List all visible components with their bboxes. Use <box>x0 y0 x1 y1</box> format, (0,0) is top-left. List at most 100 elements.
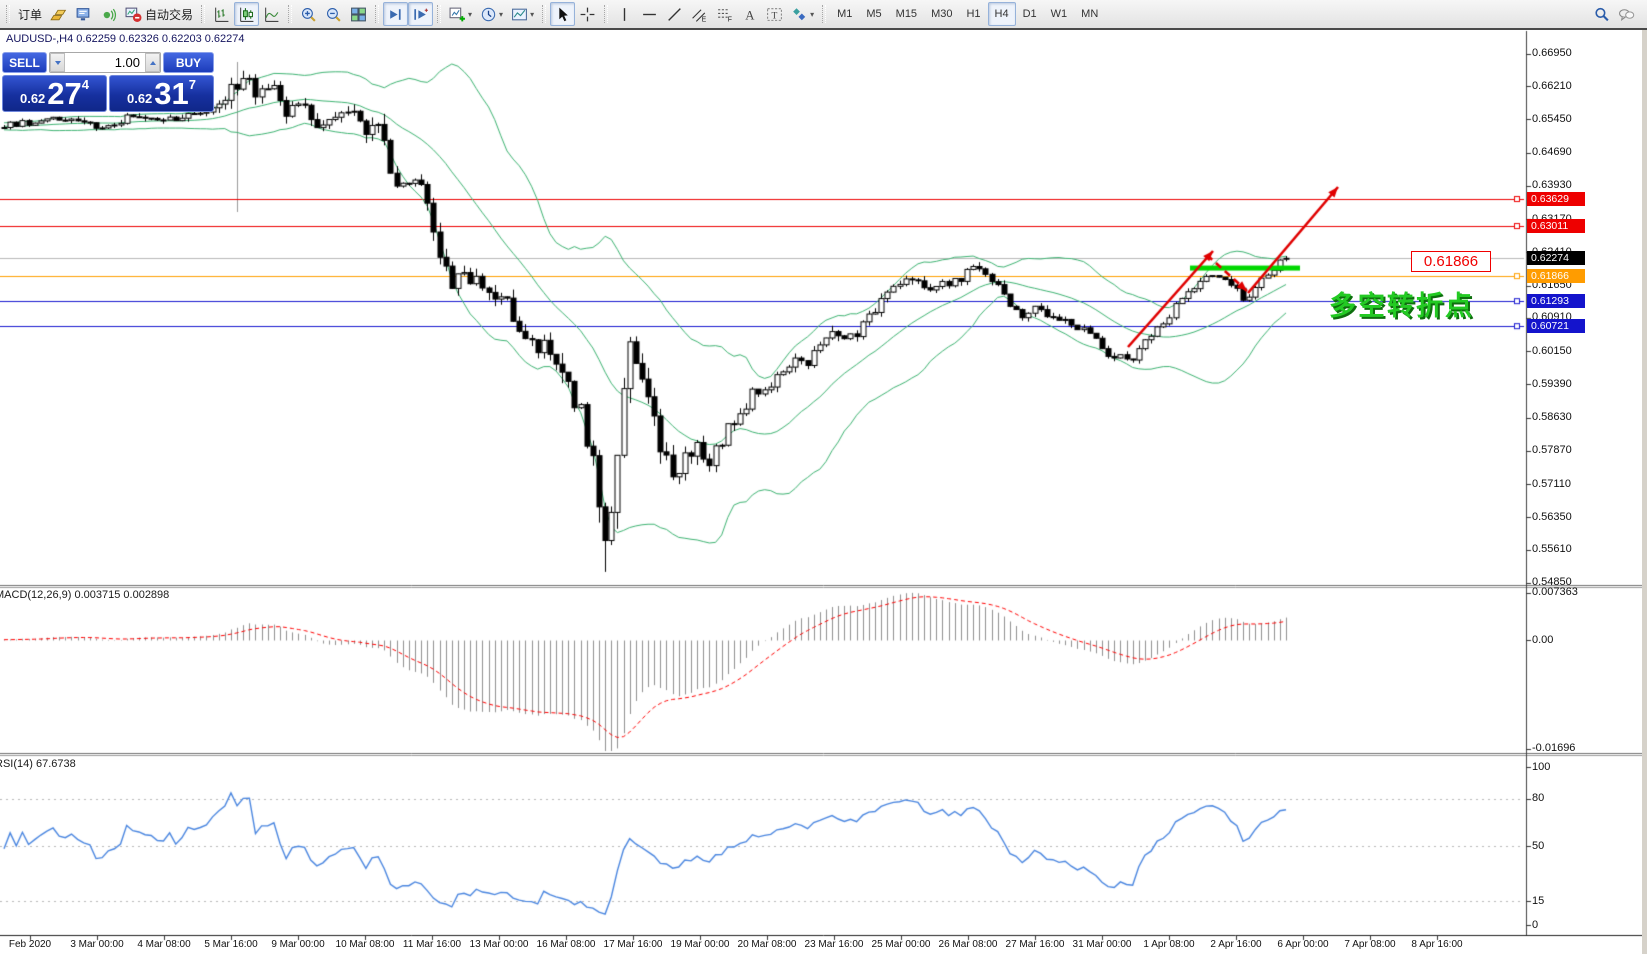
search-button[interactable] <box>1589 2 1614 26</box>
chevron-down-icon: ▾ <box>810 9 815 19</box>
cursor-button[interactable] <box>550 2 576 26</box>
volume-input[interactable] <box>65 53 145 72</box>
timeframe-m15-button[interactable]: M15 <box>889 2 924 26</box>
rsi-indicator-label: RSI(14) 67.6738 <box>0 758 76 770</box>
toolbar-grip <box>604 5 609 23</box>
macd-axis-tick: 0.00 <box>1532 633 1554 646</box>
time-axis-tick: 20 Mar 08:00 <box>737 939 797 950</box>
price-axis-tick: 0.54850 <box>1532 576 1572 589</box>
gold-bars-icon-button[interactable] <box>46 2 71 26</box>
rsi-axis-tick: 0 <box>1532 918 1539 931</box>
candlestick-chart-button[interactable] <box>234 2 260 26</box>
crosshair-button[interactable] <box>575 2 600 26</box>
shapes-button[interactable]: ▾ <box>787 2 818 26</box>
timeframe-w1-button[interactable]: W1 <box>1044 2 1075 26</box>
triangle-down-icon <box>54 60 61 65</box>
timeframe-mn-button[interactable]: MN <box>1074 2 1105 26</box>
time-axis-tick: 3 Mar 00:00 <box>70 939 124 950</box>
price-axis-tick: 0.58630 <box>1532 411 1572 424</box>
time-axis-tick: 4 Mar 08:00 <box>137 939 191 950</box>
period-button[interactable]: ▾ <box>476 2 507 26</box>
buy-price-point: 7 <box>188 77 197 92</box>
new-order-button[interactable]: 订单 <box>14 2 46 26</box>
buy-price-pips: 31 <box>154 76 189 111</box>
buy-price-button[interactable]: 0.62 31 7 <box>109 75 214 112</box>
autotrade-button[interactable]: 自动交易 <box>121 2 197 26</box>
rsi-axis-tick: 50 <box>1532 839 1545 852</box>
text-label-button[interactable]: T <box>762 2 787 26</box>
zoom-in-button[interactable] <box>296 2 321 26</box>
horizontal-line-button[interactable] <box>637 2 662 26</box>
timeframe-h4-button[interactable]: H4 <box>987 2 1016 26</box>
timeframe-d1-button[interactable]: D1 <box>1016 2 1044 26</box>
time-axis-tick: 1 Apr 08:00 <box>1143 939 1195 950</box>
chat-button[interactable] <box>1614 2 1639 26</box>
price-axis-tick: 0.66210 <box>1532 79 1572 92</box>
macd-axis-tick: 0.007363 <box>1532 586 1578 599</box>
volume-stepper <box>49 52 161 73</box>
buy-button[interactable]: BUY <box>163 52 214 73</box>
price-axis-tick: 0.59390 <box>1532 377 1572 390</box>
fibonacci-button[interactable]: F <box>712 2 737 26</box>
time-axis-tick: 2 Apr 16:00 <box>1210 939 1262 950</box>
toolbar-grip <box>375 5 380 23</box>
volume-increase-button[interactable] <box>145 53 160 72</box>
time-axis-tick: 11 Mar 16:00 <box>402 939 462 950</box>
broadcast-icon-button[interactable] <box>96 2 121 26</box>
symbol-ohlc-label: AUDUSD-,H4 0.62259 0.62326 0.62203 0.622… <box>6 33 245 45</box>
buy-price-base: 0.62 <box>126 91 153 106</box>
text-button[interactable]: A <box>737 2 762 26</box>
sell-price-base: 0.62 <box>19 91 46 106</box>
tile-windows-button[interactable] <box>346 2 371 26</box>
price-axis-tick: 0.65450 <box>1532 112 1572 125</box>
svg-text:E: E <box>702 16 707 23</box>
time-axis-tick: 27 Mar 16:00 <box>1005 939 1065 950</box>
time-axis-tick: Feb 2020 <box>8 939 52 950</box>
sell-price-pips: 27 <box>47 76 82 111</box>
chevron-down-icon: ▾ <box>468 9 473 19</box>
chart-shift-button[interactable] <box>408 2 434 26</box>
trendline-button[interactable] <box>662 2 687 26</box>
timeframe-h1-button[interactable]: H1 <box>959 2 987 26</box>
price-axis-tick: 0.64690 <box>1532 146 1572 159</box>
time-axis-tick: 16 Mar 08:00 <box>536 939 596 950</box>
price-axis-tick: 0.60150 <box>1532 344 1572 357</box>
sell-button[interactable]: SELL <box>2 52 47 73</box>
price-level-tag: 0.63011 <box>1527 219 1585 234</box>
macd-axis-tick: -0.01696 <box>1532 742 1576 755</box>
toolbar-grip <box>437 5 442 23</box>
terminal-icon-button[interactable] <box>71 2 96 26</box>
price-axis-tick: 0.57870 <box>1532 444 1572 457</box>
macd-indicator-label: MACD(12,26,9) 0.003715 0.002898 <box>0 589 170 601</box>
auto-scroll-button[interactable] <box>383 2 409 26</box>
rsi-axis-tick: 80 <box>1532 792 1545 805</box>
time-axis-tick: 25 Mar 00:00 <box>871 939 931 950</box>
svg-text:T: T <box>772 10 778 21</box>
channel-button[interactable]: E <box>687 2 712 26</box>
sell-price-button[interactable]: 0.62 27 4 <box>2 75 107 112</box>
svg-text:F: F <box>728 16 732 23</box>
timeframe-m1-button[interactable]: M1 <box>830 2 859 26</box>
toolbar-grip <box>201 5 206 23</box>
price-level-tag: 0.61866 <box>1527 269 1585 284</box>
line-chart-button[interactable] <box>259 2 284 26</box>
toolbar-grip <box>822 5 827 23</box>
price-axis-tick: 0.57110 <box>1532 477 1571 490</box>
new-chart-button[interactable]: ▾ <box>445 2 476 26</box>
timeframe-m5-button[interactable]: M5 <box>859 2 888 26</box>
price-level-tag: 0.62274 <box>1527 251 1585 266</box>
template-button[interactable]: ▾ <box>507 2 538 26</box>
volume-decrease-button[interactable] <box>50 53 65 72</box>
rsi-axis-tick: 100 <box>1532 760 1551 773</box>
vertical-line-button[interactable] <box>612 2 637 26</box>
timeframe-m30-button[interactable]: M30 <box>924 2 959 26</box>
time-axis-tick: 13 Mar 00:00 <box>469 939 529 950</box>
zoom-out-button[interactable] <box>321 2 346 26</box>
bar-chart-button[interactable] <box>209 2 234 26</box>
time-axis-tick: 23 Mar 16:00 <box>804 939 864 950</box>
price-level-tag: 0.63629 <box>1527 192 1585 207</box>
price-level-tag: 0.61293 <box>1527 294 1585 309</box>
